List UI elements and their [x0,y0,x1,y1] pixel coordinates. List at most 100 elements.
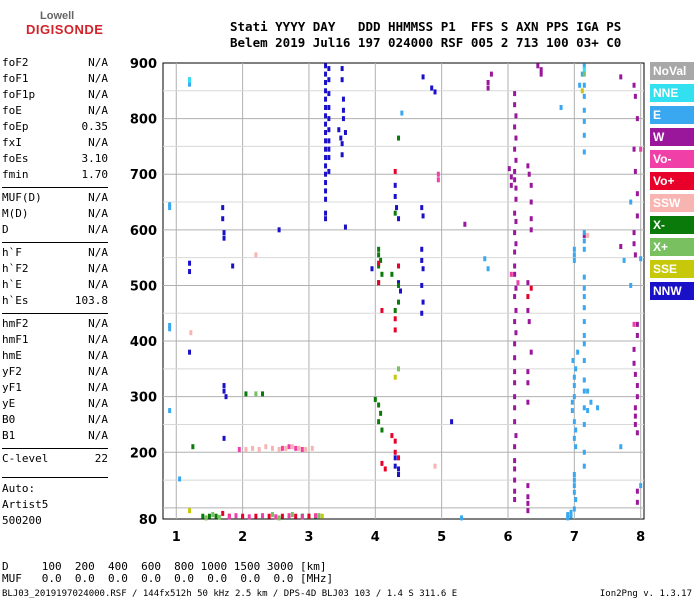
point-e [589,399,593,405]
point-e [582,63,586,69]
point-x- [261,391,265,397]
param-name: C-level [2,452,49,465]
param-value: N/A [88,317,108,330]
point-w [513,380,517,386]
point-w [513,294,517,300]
point-e [572,383,576,389]
param-name: foF1p [2,88,36,101]
point-x- [393,210,397,216]
point-e [582,132,586,138]
point-nnw [327,146,331,152]
param-value: 0.35 [81,120,109,133]
param-value: N/A [88,136,108,149]
point-nnw [395,205,399,211]
point-vo- [227,514,231,520]
point-e [582,405,586,411]
point-nnw [188,349,192,355]
point-w [635,116,639,122]
point-w [463,221,467,227]
point-w [509,174,513,180]
params-separator [2,242,108,243]
point-nnw [341,96,345,102]
param-name: fxI [2,136,22,149]
point-nnw [420,205,424,211]
point-nnw [324,63,328,69]
point-e [582,463,586,469]
point-x- [377,419,381,425]
x-tick-label: 2 [238,530,247,545]
point-w [539,71,543,77]
point-vo- [383,466,387,472]
point-nnw [327,127,331,133]
point-x- [377,402,381,408]
point-w [619,244,623,250]
point-w [635,488,639,494]
point-x- [397,282,401,288]
param-name: D [2,223,9,236]
param-name: B1 [2,429,16,442]
param-value: N/A [88,88,108,101]
point-vo- [393,327,397,333]
legend-item: X+ [650,238,694,256]
param-row: fmin 1.70 [2,168,108,184]
point-e [582,82,586,88]
point-e [574,427,578,433]
point-e [486,266,490,272]
params-separator [2,477,108,478]
point-e [178,476,182,482]
point-nnw [222,230,226,236]
params-separator [2,187,108,188]
point-e [582,332,586,338]
point-e [572,252,576,258]
point-nne [188,77,192,83]
point-nnw [393,182,397,188]
x-tick-label: 8 [636,530,645,545]
point-nnw [222,435,226,441]
point-w [514,330,518,336]
point-e [572,483,576,489]
point-w [513,319,517,325]
y-tick-label: 800 [130,113,157,128]
point-nnw [188,269,192,275]
point-w [635,499,639,505]
point-nnw [324,88,328,94]
legend-item: NNE [650,84,694,102]
point-vo- [397,263,401,269]
point-vo- [254,513,258,519]
point-x- [380,427,384,433]
point-nnw [393,193,397,199]
point-e [483,256,487,262]
point-nnw [397,472,401,478]
point-nnw [421,266,425,272]
point-w [514,218,518,224]
point-nnw [324,163,328,169]
point-nnw [324,146,328,152]
point-w [526,399,530,405]
point-e [566,515,570,521]
param-row: h`E N/A [2,278,108,294]
point-e [622,257,626,263]
param-name: foEp [2,120,29,133]
point-x- [377,263,381,269]
point-nnw [224,394,228,400]
point-e [580,71,584,77]
param-value: 22 [94,452,108,465]
point-e [168,202,172,208]
point-nnw [420,246,424,252]
point-e [629,282,633,288]
point-nnw [433,89,437,95]
legend-item: E [650,106,694,124]
ionogram-chart: 1 2 3 4 5 6 7 8 80 200 300 400 500 600 700 800 900 [130,57,645,545]
point-vo- [516,280,520,286]
point-w [632,82,636,88]
param-value: N/A [88,278,108,291]
grid-lines [163,63,644,519]
point-nnw [324,210,328,216]
point-ssw [277,446,281,452]
point-x- [377,246,381,252]
point-nnw [327,66,331,72]
point-nnw [340,152,344,158]
point-nnw [327,77,331,83]
point-w [632,146,636,152]
point-vo- [526,294,530,300]
